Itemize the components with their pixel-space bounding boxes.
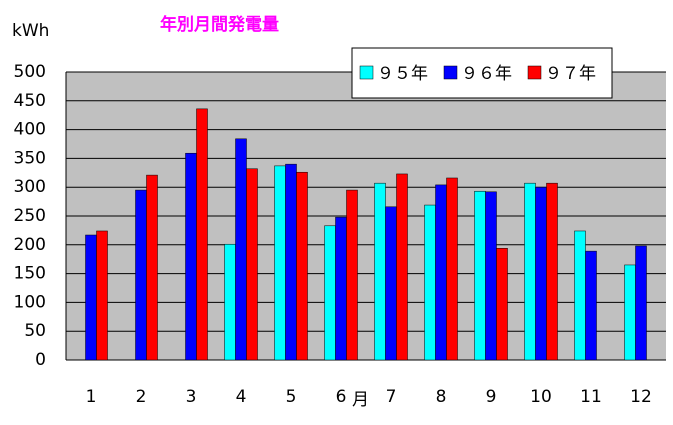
bar — [196, 108, 208, 361]
y-tick-label: 350 — [14, 148, 46, 168]
y-tick-label: 500 — [14, 62, 46, 82]
x-tick-label: 10 — [530, 387, 552, 407]
y-tick-label: 450 — [14, 91, 46, 111]
bar — [396, 173, 408, 361]
bar — [524, 182, 536, 361]
x-tick-label: 9 — [486, 387, 497, 407]
bar — [485, 191, 497, 361]
bar — [346, 189, 358, 361]
legend-label: ９６年 — [461, 64, 512, 84]
y-tick-label: 0 — [35, 350, 46, 370]
bar — [585, 250, 597, 361]
bar — [324, 225, 336, 361]
bar — [335, 216, 347, 361]
bar — [274, 165, 286, 361]
y-tick-label: 100 — [14, 292, 46, 312]
legend-label: ９７年 — [545, 64, 596, 84]
x-tick-label: 11 — [580, 387, 602, 407]
bar — [224, 243, 236, 361]
legend-swatch — [443, 65, 458, 80]
bar — [435, 184, 447, 361]
bar — [385, 206, 397, 361]
y-axis-label: kWh — [12, 21, 49, 41]
y-tick-label: 300 — [14, 177, 46, 197]
x-tick-label: 2 — [136, 387, 147, 407]
y-tick-label: 150 — [14, 264, 46, 284]
x-tick-label: 12 — [630, 387, 652, 407]
x-tick-label: 7 — [386, 387, 397, 407]
chart-title: 年別月間発電量 — [160, 14, 279, 35]
bar — [535, 186, 547, 361]
y-tick-label: 200 — [14, 235, 46, 255]
bar — [146, 174, 158, 361]
bar — [635, 245, 647, 361]
bar — [285, 163, 297, 361]
legend-swatch — [359, 65, 374, 80]
y-tick-label: 400 — [14, 120, 46, 140]
legend-box — [351, 47, 613, 99]
bar — [235, 138, 247, 361]
x-tick-label: 4 — [236, 387, 247, 407]
bar — [624, 264, 636, 361]
bar — [546, 182, 558, 361]
bar — [574, 230, 586, 361]
bar — [424, 204, 436, 361]
y-tick-label: 250 — [14, 206, 46, 226]
bar — [374, 182, 386, 361]
bar — [246, 168, 258, 361]
x-tick-label: 6 — [336, 387, 347, 407]
x-tick-label: 8 — [436, 387, 447, 407]
bar — [296, 171, 308, 361]
bar — [446, 177, 458, 361]
bar — [96, 230, 108, 361]
x-axis-label: 月 — [352, 390, 369, 410]
x-tick-label: 5 — [286, 387, 297, 407]
bar — [135, 189, 147, 361]
bar — [474, 190, 486, 361]
bar — [496, 248, 508, 361]
y-tick-label: 50 — [24, 321, 46, 341]
legend-swatch — [527, 65, 542, 80]
x-tick-label: 1 — [86, 387, 97, 407]
legend-label: ９５年 — [377, 64, 428, 84]
bar — [185, 152, 197, 361]
x-tick-label: 3 — [186, 387, 197, 407]
bar — [85, 234, 97, 361]
